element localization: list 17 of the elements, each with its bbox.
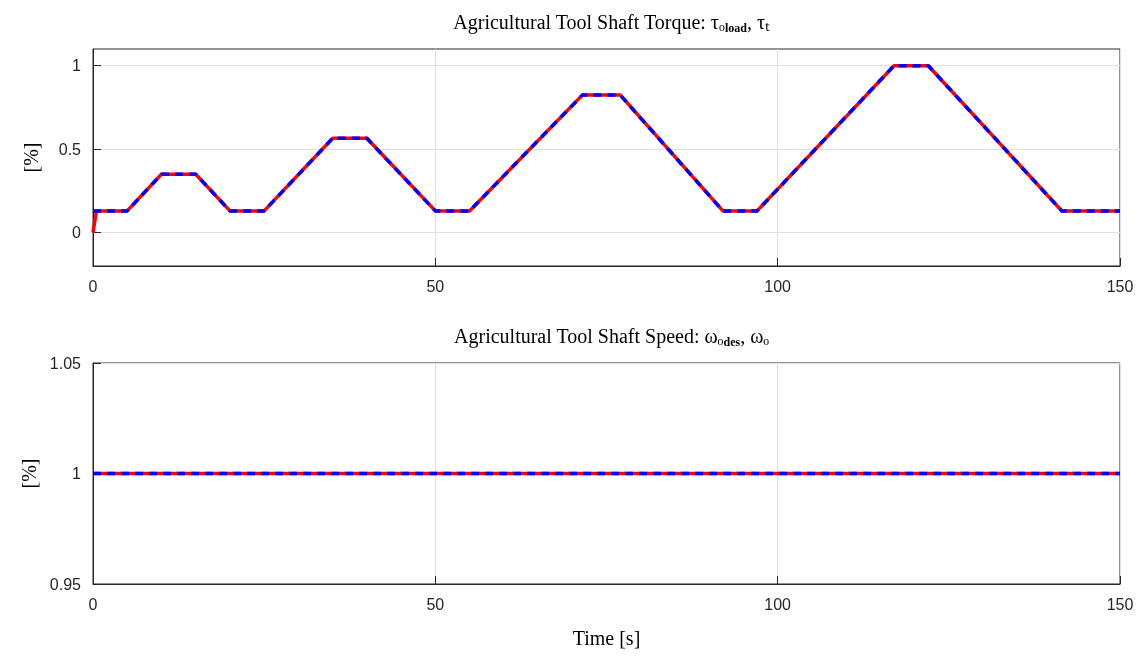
y-tick-label: 0.95 (49, 575, 82, 593)
y-tick-label: 0.5 (58, 140, 82, 158)
x-tick-label: 50 (426, 277, 445, 295)
y-tick-label: 1 (72, 465, 82, 482)
x-tick-label: 100 (764, 277, 792, 295)
y-axis-title: [%] (20, 142, 42, 173)
x-tick-label: 0 (88, 595, 98, 613)
y-tick-label: 1 (72, 57, 82, 75)
x-tick-label: 150 (1106, 277, 1134, 295)
x-axis-title: Time [s] (572, 627, 641, 649)
y-tick-label: 0 (72, 224, 82, 242)
x-tick-label: 150 (1106, 595, 1134, 613)
y-axis-title: [%] (17, 458, 40, 489)
x-tick-label: 0 (88, 277, 98, 295)
y-tick-label: 1.05 (49, 354, 82, 372)
x-tick-label: 100 (764, 595, 792, 613)
x-tick-label: 50 (426, 595, 445, 613)
